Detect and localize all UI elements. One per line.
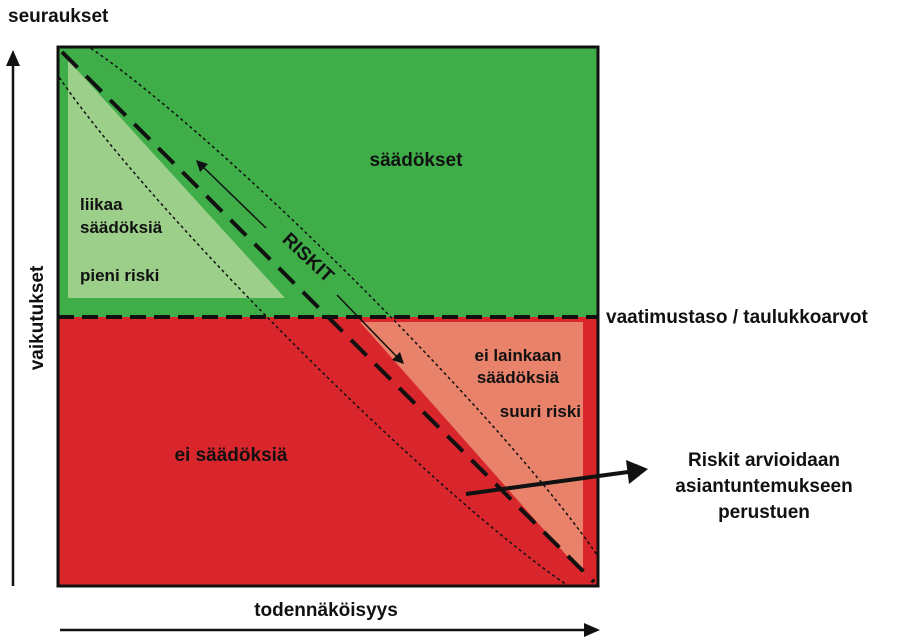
callout-arrow-line xyxy=(465,470,629,496)
left-triangle-line1: liikaa xyxy=(80,195,123,214)
left-triangle-line3: pieni riski xyxy=(80,266,159,285)
callout-line2: asiantuntemukseen xyxy=(675,476,852,497)
x-axis-label: todennäköisyys xyxy=(254,600,398,621)
right-triangle-line1: ei lainkaan xyxy=(475,346,562,365)
left-light-triangle xyxy=(68,60,285,298)
x-axis-arrowhead xyxy=(584,623,600,637)
right-triangle-line2: säädöksiä xyxy=(477,368,560,387)
upper-region-label: säädökset xyxy=(370,150,464,171)
left-triangle-line2: säädöksiä xyxy=(80,218,163,237)
lower-region-label: ei säädöksiä xyxy=(174,445,287,466)
diagonal-dashed-line xyxy=(60,50,596,584)
risk-band-arrowhead-down xyxy=(392,352,404,364)
callout-arrowhead xyxy=(626,460,648,484)
right-triangle-line3: suuri riski xyxy=(500,402,581,421)
y-axis-top-label: seuraukset xyxy=(8,6,109,27)
callout-line3: perustuen xyxy=(718,502,810,523)
right-salmon-triangle xyxy=(360,322,583,574)
y-axis-side-label: vaikutukset xyxy=(27,265,48,370)
threshold-label: vaatimustaso / taulukkoarvot xyxy=(606,307,869,328)
y-axis-arrowhead xyxy=(6,50,20,66)
risk-band-arrow-lower xyxy=(336,294,401,361)
risk-band-arrow-upper xyxy=(199,163,267,229)
callout-line1: Riskit arvioidaan xyxy=(688,450,840,471)
risk-band-arrowhead-up xyxy=(196,160,208,172)
